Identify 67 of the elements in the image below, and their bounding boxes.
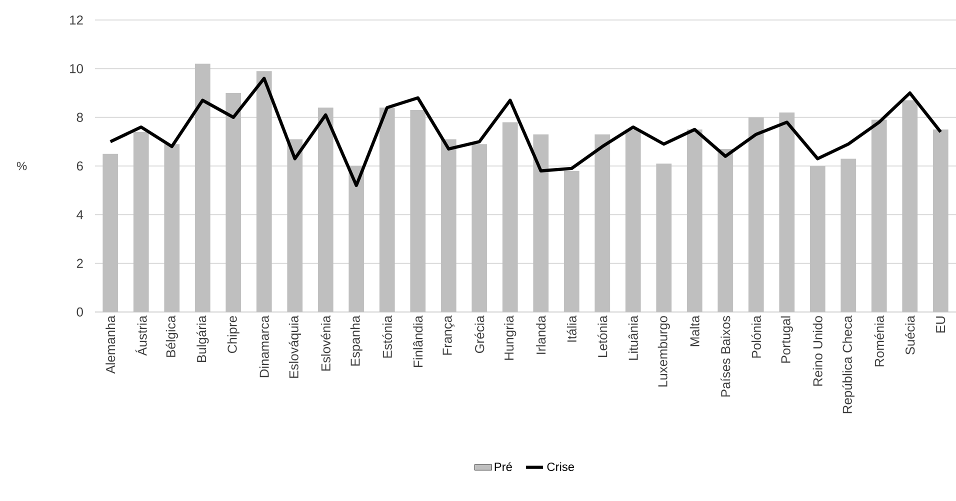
x-tick-label: Bulgária: [196, 316, 209, 362]
y-tick-label: 10: [70, 64, 83, 74]
bar: [594, 134, 610, 312]
x-tick-label: Reino Unido: [812, 316, 822, 386]
x-tick-label: Roménia: [874, 316, 884, 366]
bar: [348, 166, 364, 312]
y-tick-label: 0: [76, 307, 83, 317]
bar: [748, 117, 764, 312]
x-tick-label: República Checa: [842, 316, 854, 414]
bar: [871, 120, 887, 312]
x-tick-label: França: [442, 316, 454, 355]
bar: [502, 122, 518, 312]
y-tick-label: 6: [76, 161, 83, 171]
bar: [840, 158, 856, 312]
bar: [410, 110, 426, 312]
bar: [440, 139, 456, 312]
x-tick-label: Luxemburgo: [658, 316, 670, 386]
x-tick-label: Áustria: [135, 316, 147, 356]
line-series: [108, 76, 942, 188]
x-tick-label: Espanha: [350, 316, 362, 366]
x-tick-label: Países Baixos: [720, 316, 730, 397]
bar: [318, 108, 334, 312]
bar: [779, 112, 795, 312]
x-tick-label: Eslováquia: [288, 316, 301, 378]
x-tick-label: Alemanha: [106, 316, 116, 374]
bar: [625, 129, 641, 312]
bar: [256, 71, 272, 312]
bar: [718, 148, 734, 312]
x-tick-label: Finlândia: [413, 316, 423, 368]
x-tick-label: Suécia: [905, 316, 915, 355]
bar: [287, 139, 303, 312]
legend-label: Pré: [494, 462, 512, 472]
y-tick-label: 12: [70, 15, 83, 25]
bar: [656, 164, 672, 312]
x-tick-label: Grécia: [474, 316, 484, 354]
bar: [133, 132, 149, 312]
x-tick-label: EU: [936, 316, 946, 332]
x-tick-label: Bélgica: [166, 316, 178, 357]
bar: [226, 92, 242, 312]
y-tick-label: 2: [76, 258, 83, 268]
x-tick-label: Letónia: [598, 316, 608, 357]
y-axis-title: %: [16, 162, 27, 170]
x-tick-label: Malta: [690, 316, 700, 346]
bar: [379, 108, 395, 312]
bar: [902, 100, 918, 312]
x-tick-label: Dinamarca: [259, 316, 269, 378]
bar: [564, 170, 580, 312]
x-tick-label: Portugal: [780, 316, 793, 363]
x-tick-label: Eslovénia: [320, 316, 330, 371]
bar: [810, 166, 826, 312]
bar: [164, 144, 180, 312]
x-tick-label: Lituânia: [628, 316, 638, 360]
x-tick-label: Itália: [566, 316, 576, 342]
bar: [102, 154, 118, 312]
x-tick-label: Irlanda: [536, 316, 546, 354]
x-tick-label: Hungria: [504, 316, 516, 360]
x-tick-label: Chipre: [227, 316, 240, 354]
bar: [472, 144, 488, 312]
y-tick-label: 4: [76, 210, 84, 220]
x-tick-label: Estónia: [382, 316, 392, 358]
x-tick-label: Polónia: [751, 316, 761, 358]
bar: [194, 64, 210, 312]
bar: [686, 129, 702, 312]
bar: [932, 129, 948, 312]
bar: [533, 134, 549, 312]
legend-label: Crise: [547, 462, 574, 472]
y-tick-label: 8: [76, 112, 83, 122]
